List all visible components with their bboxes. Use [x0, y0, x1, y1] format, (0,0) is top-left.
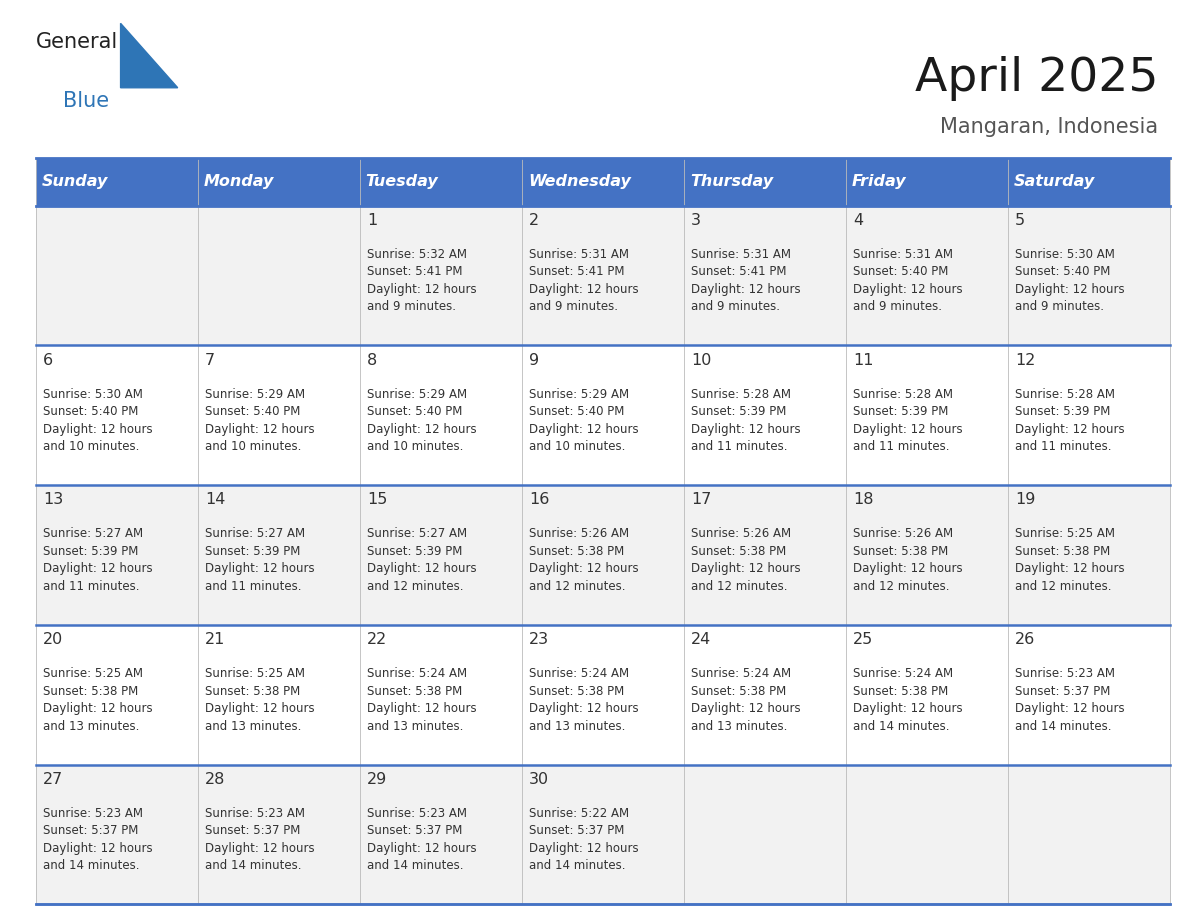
Text: Sunrise: 5:26 AM
Sunset: 5:38 PM
Daylight: 12 hours
and 12 minutes.: Sunrise: 5:26 AM Sunset: 5:38 PM Dayligh… [529, 527, 639, 593]
Text: April 2025: April 2025 [915, 55, 1158, 101]
Bar [36, 345, 1170, 485]
Text: Sunrise: 5:24 AM
Sunset: 5:38 PM
Daylight: 12 hours
and 13 minutes.: Sunrise: 5:24 AM Sunset: 5:38 PM Dayligh… [691, 667, 801, 733]
Text: 27: 27 [43, 772, 63, 787]
Text: 8: 8 [367, 353, 377, 368]
Text: 7: 7 [204, 353, 215, 368]
Text: 6: 6 [43, 353, 53, 368]
Text: Sunrise: 5:31 AM
Sunset: 5:40 PM
Daylight: 12 hours
and 9 minutes.: Sunrise: 5:31 AM Sunset: 5:40 PM Dayligh… [853, 248, 962, 313]
Bar [36, 765, 1170, 904]
Text: 14: 14 [204, 492, 226, 508]
Text: Sunrise: 5:25 AM
Sunset: 5:38 PM
Daylight: 12 hours
and 12 minutes.: Sunrise: 5:25 AM Sunset: 5:38 PM Dayligh… [1016, 527, 1125, 593]
Text: Sunrise: 5:31 AM
Sunset: 5:41 PM
Daylight: 12 hours
and 9 minutes.: Sunrise: 5:31 AM Sunset: 5:41 PM Dayligh… [691, 248, 801, 313]
Text: 24: 24 [691, 633, 712, 647]
Text: Sunrise: 5:28 AM
Sunset: 5:39 PM
Daylight: 12 hours
and 11 minutes.: Sunrise: 5:28 AM Sunset: 5:39 PM Dayligh… [853, 387, 962, 453]
Text: 10: 10 [691, 353, 712, 368]
Text: 5: 5 [1016, 213, 1025, 228]
Text: 3: 3 [691, 213, 701, 228]
Text: Sunrise: 5:28 AM
Sunset: 5:39 PM
Daylight: 12 hours
and 11 minutes.: Sunrise: 5:28 AM Sunset: 5:39 PM Dayligh… [691, 387, 801, 453]
Text: Sunrise: 5:24 AM
Sunset: 5:38 PM
Daylight: 12 hours
and 13 minutes.: Sunrise: 5:24 AM Sunset: 5:38 PM Dayligh… [529, 667, 639, 733]
Text: Sunrise: 5:23 AM
Sunset: 5:37 PM
Daylight: 12 hours
and 14 minutes.: Sunrise: 5:23 AM Sunset: 5:37 PM Dayligh… [367, 807, 476, 872]
Text: Sunrise: 5:26 AM
Sunset: 5:38 PM
Daylight: 12 hours
and 12 minutes.: Sunrise: 5:26 AM Sunset: 5:38 PM Dayligh… [853, 527, 962, 593]
Text: 21: 21 [204, 633, 226, 647]
Text: 2: 2 [529, 213, 539, 228]
Text: Sunrise: 5:23 AM
Sunset: 5:37 PM
Daylight: 12 hours
and 14 minutes.: Sunrise: 5:23 AM Sunset: 5:37 PM Dayligh… [204, 807, 315, 872]
Text: 25: 25 [853, 633, 873, 647]
Text: 11: 11 [853, 353, 873, 368]
Text: 30: 30 [529, 772, 549, 787]
Text: 22: 22 [367, 633, 387, 647]
Bar [36, 206, 1170, 345]
Text: Sunrise: 5:24 AM
Sunset: 5:38 PM
Daylight: 12 hours
and 13 minutes.: Sunrise: 5:24 AM Sunset: 5:38 PM Dayligh… [367, 667, 476, 733]
Text: Sunrise: 5:29 AM
Sunset: 5:40 PM
Daylight: 12 hours
and 10 minutes.: Sunrise: 5:29 AM Sunset: 5:40 PM Dayligh… [367, 387, 476, 453]
Text: Sunrise: 5:25 AM
Sunset: 5:38 PM
Daylight: 12 hours
and 13 minutes.: Sunrise: 5:25 AM Sunset: 5:38 PM Dayligh… [43, 667, 152, 733]
Text: 19: 19 [1016, 492, 1036, 508]
Text: 1: 1 [367, 213, 377, 228]
Text: 20: 20 [43, 633, 63, 647]
Polygon shape [121, 23, 178, 88]
Text: Sunday: Sunday [42, 174, 108, 189]
Text: Sunrise: 5:32 AM
Sunset: 5:41 PM
Daylight: 12 hours
and 9 minutes.: Sunrise: 5:32 AM Sunset: 5:41 PM Dayligh… [367, 248, 476, 313]
Text: Sunrise: 5:29 AM
Sunset: 5:40 PM
Daylight: 12 hours
and 10 minutes.: Sunrise: 5:29 AM Sunset: 5:40 PM Dayligh… [204, 387, 315, 453]
Text: Tuesday: Tuesday [366, 174, 438, 189]
Text: Sunrise: 5:27 AM
Sunset: 5:39 PM
Daylight: 12 hours
and 12 minutes.: Sunrise: 5:27 AM Sunset: 5:39 PM Dayligh… [367, 527, 476, 593]
Text: 29: 29 [367, 772, 387, 787]
Text: Saturday: Saturday [1015, 174, 1095, 189]
Text: 26: 26 [1016, 633, 1036, 647]
Text: Sunrise: 5:30 AM
Sunset: 5:40 PM
Daylight: 12 hours
and 10 minutes.: Sunrise: 5:30 AM Sunset: 5:40 PM Dayligh… [43, 387, 152, 453]
Text: Sunrise: 5:26 AM
Sunset: 5:38 PM
Daylight: 12 hours
and 12 minutes.: Sunrise: 5:26 AM Sunset: 5:38 PM Dayligh… [691, 527, 801, 593]
Text: Sunrise: 5:24 AM
Sunset: 5:38 PM
Daylight: 12 hours
and 14 minutes.: Sunrise: 5:24 AM Sunset: 5:38 PM Dayligh… [853, 667, 962, 733]
Text: Sunrise: 5:31 AM
Sunset: 5:41 PM
Daylight: 12 hours
and 9 minutes.: Sunrise: 5:31 AM Sunset: 5:41 PM Dayligh… [529, 248, 639, 313]
Text: Sunrise: 5:27 AM
Sunset: 5:39 PM
Daylight: 12 hours
and 11 minutes.: Sunrise: 5:27 AM Sunset: 5:39 PM Dayligh… [204, 527, 315, 593]
Text: 13: 13 [43, 492, 63, 508]
Text: Friday: Friday [852, 174, 906, 189]
Text: 17: 17 [691, 492, 712, 508]
Text: 12: 12 [1016, 353, 1036, 368]
Text: Blue: Blue [63, 91, 109, 111]
Text: 9: 9 [529, 353, 539, 368]
Text: Sunrise: 5:28 AM
Sunset: 5:39 PM
Daylight: 12 hours
and 11 minutes.: Sunrise: 5:28 AM Sunset: 5:39 PM Dayligh… [1016, 387, 1125, 453]
Bar [36, 158, 1170, 206]
Text: 18: 18 [853, 492, 873, 508]
Text: Sunrise: 5:22 AM
Sunset: 5:37 PM
Daylight: 12 hours
and 14 minutes.: Sunrise: 5:22 AM Sunset: 5:37 PM Dayligh… [529, 807, 639, 872]
Text: 23: 23 [529, 633, 549, 647]
Bar [36, 625, 1170, 765]
Bar [36, 485, 1170, 625]
Text: Sunrise: 5:30 AM
Sunset: 5:40 PM
Daylight: 12 hours
and 9 minutes.: Sunrise: 5:30 AM Sunset: 5:40 PM Dayligh… [1016, 248, 1125, 313]
Text: 28: 28 [204, 772, 226, 787]
Text: 4: 4 [853, 213, 864, 228]
Text: General: General [36, 32, 118, 52]
Text: Sunrise: 5:29 AM
Sunset: 5:40 PM
Daylight: 12 hours
and 10 minutes.: Sunrise: 5:29 AM Sunset: 5:40 PM Dayligh… [529, 387, 639, 453]
Text: Thursday: Thursday [690, 174, 773, 189]
Text: Sunrise: 5:25 AM
Sunset: 5:38 PM
Daylight: 12 hours
and 13 minutes.: Sunrise: 5:25 AM Sunset: 5:38 PM Dayligh… [204, 667, 315, 733]
Text: Sunrise: 5:23 AM
Sunset: 5:37 PM
Daylight: 12 hours
and 14 minutes.: Sunrise: 5:23 AM Sunset: 5:37 PM Dayligh… [43, 807, 152, 872]
Text: Mangaran, Indonesia: Mangaran, Indonesia [940, 117, 1158, 137]
Text: 15: 15 [367, 492, 387, 508]
Text: Sunrise: 5:27 AM
Sunset: 5:39 PM
Daylight: 12 hours
and 11 minutes.: Sunrise: 5:27 AM Sunset: 5:39 PM Dayligh… [43, 527, 152, 593]
Text: Wednesday: Wednesday [527, 174, 631, 189]
Text: 16: 16 [529, 492, 549, 508]
Text: Sunrise: 5:23 AM
Sunset: 5:37 PM
Daylight: 12 hours
and 14 minutes.: Sunrise: 5:23 AM Sunset: 5:37 PM Dayligh… [1016, 667, 1125, 733]
Text: Monday: Monday [203, 174, 274, 189]
